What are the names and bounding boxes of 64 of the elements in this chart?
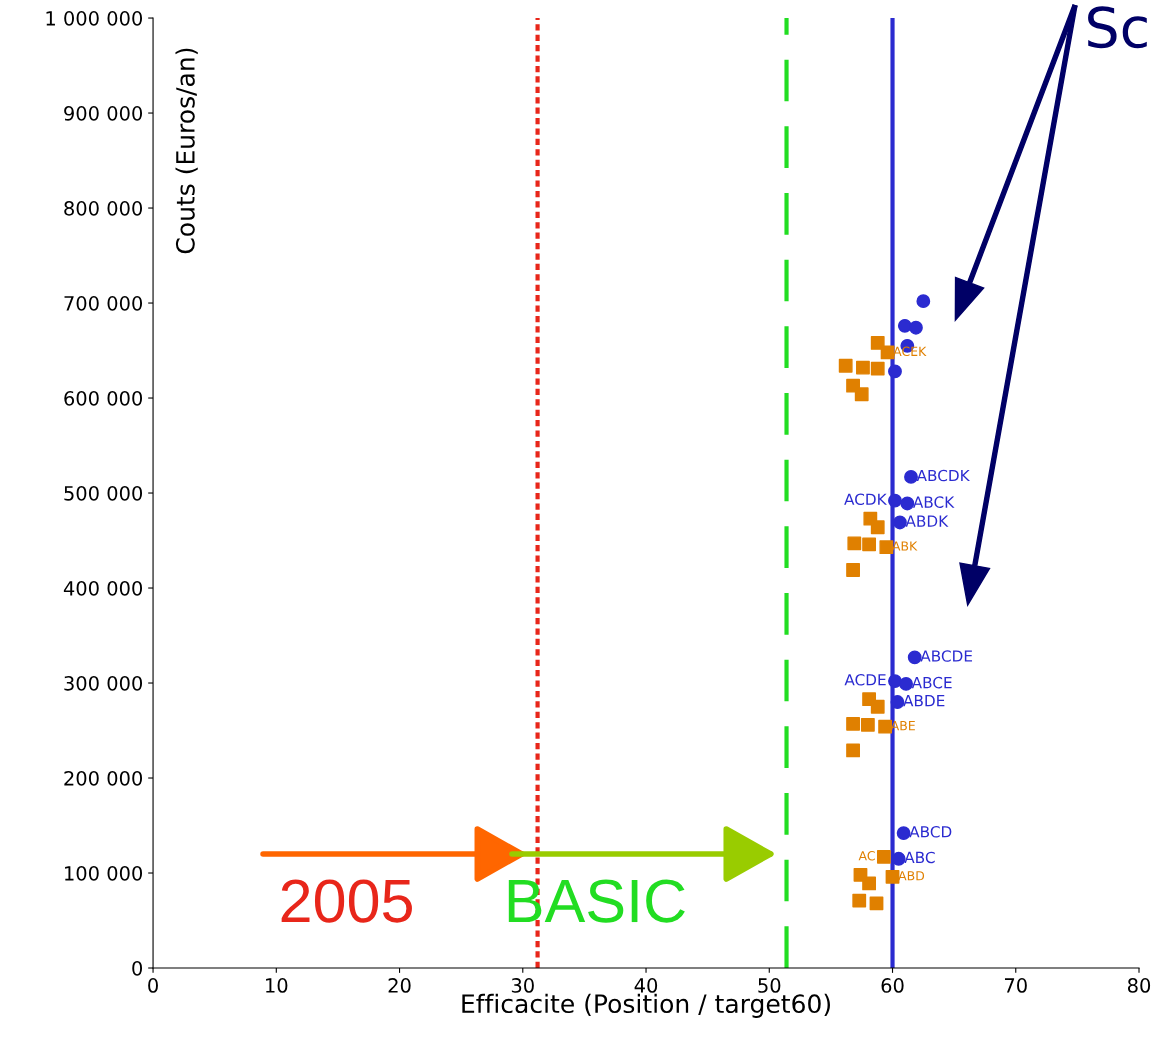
point <box>847 536 862 551</box>
point <box>878 719 893 734</box>
annotation: ABCE <box>911 676 952 689</box>
x-axis-title: Efficacite (Position / target60) <box>462 993 830 1018</box>
y-axis-title: Couts (Euros/an) <box>175 48 198 254</box>
x-tick-label: 10 <box>266 978 288 993</box>
point <box>899 677 913 691</box>
y-tick-label: 100 000 <box>65 865 143 881</box>
x-tick-label: 80 <box>1127 978 1151 993</box>
annotation: ABCK <box>912 496 955 508</box>
point <box>856 360 870 375</box>
x-tick-label: 50 <box>758 978 781 993</box>
y-tick-label: 300 000 <box>64 675 143 691</box>
point <box>860 717 875 732</box>
y-tick-label: 700 000 <box>64 295 143 311</box>
annotation: 2005 <box>281 879 412 923</box>
point <box>846 563 860 577</box>
y-tick-label: 1 000 000 <box>46 11 143 26</box>
point <box>888 493 902 508</box>
annotation: ACDK <box>844 493 887 506</box>
x-tick-label: 70 <box>1004 978 1027 993</box>
point <box>876 849 891 864</box>
y-tick-label: 400 000 <box>63 580 143 596</box>
annotation: ACDE <box>844 674 886 686</box>
point <box>870 361 885 376</box>
x-tick-label: 60 <box>881 978 904 993</box>
annotation: ABCDE <box>920 650 973 662</box>
annotation: BASIC <box>508 879 685 923</box>
point <box>870 520 885 535</box>
point <box>846 716 860 731</box>
point <box>888 364 902 379</box>
y-tick-label: 200 000 <box>64 770 143 786</box>
x-tick-label: 30 <box>511 978 534 993</box>
annotation: ABCD <box>909 825 952 838</box>
annotation: ABD <box>898 871 925 881</box>
x-tick-label: 40 <box>634 978 658 993</box>
point <box>904 469 918 484</box>
annotation: AC <box>858 851 875 861</box>
y-tick-label: 0 <box>132 960 143 976</box>
annotation: Sc <box>1088 6 1147 49</box>
point <box>888 674 902 689</box>
point <box>870 699 885 714</box>
point <box>862 537 877 552</box>
y-tick-label: 600 000 <box>64 390 143 406</box>
annotation: ACEK <box>893 346 927 357</box>
x-tick-label: 20 <box>388 978 411 993</box>
y-tick-label: 900 000 <box>64 106 143 121</box>
point <box>854 387 869 402</box>
annotation: ABDE <box>903 695 945 707</box>
annotation: ABCDK <box>916 469 970 482</box>
y-tick-label: 800 000 <box>64 200 143 216</box>
annotation: ABDK <box>905 515 949 527</box>
point <box>862 876 877 891</box>
point <box>846 743 860 758</box>
point <box>916 294 931 309</box>
point <box>909 320 923 335</box>
point <box>879 540 894 555</box>
point <box>870 336 885 350</box>
x-tick-label: 0 <box>148 978 158 993</box>
point <box>852 893 867 908</box>
y-tick-label: 500 000 <box>64 485 143 501</box>
point <box>885 869 900 884</box>
point <box>897 318 912 333</box>
point <box>838 358 853 373</box>
